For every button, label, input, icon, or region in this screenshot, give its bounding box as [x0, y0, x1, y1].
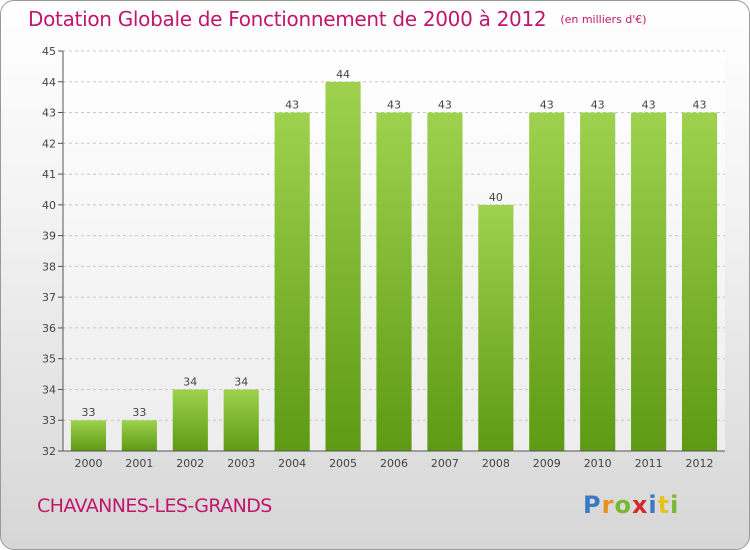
bar-2010 — [580, 112, 616, 452]
bar-2001 — [121, 420, 157, 451]
bar-2012 — [681, 112, 718, 452]
y-tick-label: 33 — [42, 414, 56, 427]
y-tick-label: 35 — [42, 353, 56, 366]
x-tick-label: 2001 — [125, 457, 153, 470]
x-tick-label: 2003 — [227, 457, 255, 470]
bar-value-label: 43 — [591, 99, 605, 112]
x-tick-label: 2009 — [533, 457, 561, 470]
bar-2007 — [427, 112, 463, 452]
x-tick-label: 2007 — [431, 457, 459, 470]
y-tick-label: 34 — [42, 383, 56, 396]
unit-note: (en milliers d'€) — [560, 13, 647, 26]
bar-value-label: 43 — [642, 99, 656, 112]
x-tick-label: 2012 — [686, 457, 714, 470]
bar-value-label: 44 — [336, 68, 350, 81]
y-tick-label: 37 — [42, 291, 56, 304]
x-tick-label: 2011 — [635, 457, 663, 470]
x-tick-label: 2010 — [584, 457, 612, 470]
logo-letter: x — [631, 491, 649, 519]
x-tick-label: 2004 — [278, 457, 306, 470]
chart-title-text: Dotation Globale de Fonctionnement de 20… — [28, 7, 547, 31]
chart-title: Dotation Globale de Fonctionnement de 20… — [28, 7, 647, 31]
bar-2000 — [70, 420, 107, 451]
bar-2009 — [529, 112, 565, 452]
y-tick-label: 42 — [42, 137, 56, 150]
logo-letter: P — [583, 491, 602, 519]
y-tick-label: 41 — [42, 168, 56, 181]
bar-2004 — [274, 112, 310, 452]
commune-name: CHAVANNES-LES-GRANDS — [37, 495, 272, 517]
x-tick-label: 2002 — [176, 457, 204, 470]
bars: 33 33 34 34 43 44 43 43 40 43 43 43 43 — [70, 68, 718, 452]
bar-2011 — [631, 112, 667, 452]
bar-2002 — [172, 389, 208, 451]
y-tick-label: 39 — [42, 230, 56, 243]
bar-value-label: 43 — [285, 99, 299, 112]
x-tick-label: 2000 — [74, 457, 102, 470]
logo-letter: r — [601, 491, 615, 519]
bar-value-label: 33 — [132, 406, 146, 419]
y-tick-label: 32 — [42, 445, 56, 458]
y-tick-label: 45 — [42, 45, 56, 58]
bar-value-label: 43 — [540, 99, 554, 112]
bar-2006 — [376, 112, 412, 452]
x-tick-label: 2008 — [482, 457, 510, 470]
bar-2003 — [223, 389, 259, 451]
x-tick-label: 2006 — [380, 457, 408, 470]
logo-letter: o — [614, 491, 632, 519]
proxiti-logo: Proxiti — [583, 491, 679, 519]
bar-value-label: 43 — [693, 99, 707, 112]
bar-value-label: 34 — [234, 375, 248, 388]
y-tick-label: 44 — [42, 76, 56, 89]
bar-2008 — [478, 204, 514, 451]
y-tick-label: 36 — [42, 322, 56, 335]
logo-letter: t — [657, 491, 671, 519]
bar-value-label: 40 — [489, 191, 503, 204]
bar-value-label: 33 — [81, 406, 95, 419]
bar-value-label: 34 — [183, 375, 197, 388]
y-tick-label: 43 — [42, 107, 56, 120]
y-tick-label: 40 — [42, 199, 56, 212]
y-axis: 32 33 34 35 36 37 38 39 40 41 42 43 44 45 — [42, 45, 64, 458]
logo-letter: i — [648, 491, 658, 519]
bar-value-label: 43 — [387, 99, 401, 112]
bar-value-label: 43 — [438, 99, 452, 112]
y-tick-label: 38 — [42, 260, 56, 273]
logo-letter: i — [670, 491, 680, 519]
bar-2005 — [325, 81, 361, 452]
x-axis: 2000 2001 2002 2003 2004 2005 2006 2007 2008 2009… — [63, 450, 725, 470]
x-tick-label: 2005 — [329, 457, 357, 470]
